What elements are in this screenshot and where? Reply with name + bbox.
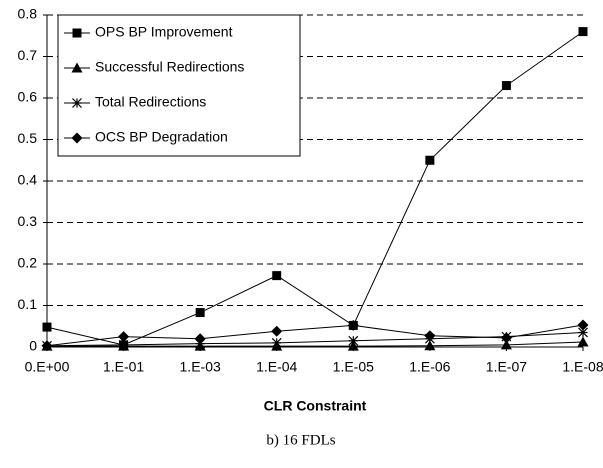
- marker: [118, 340, 129, 350]
- x-tick-label: 1.E-03: [180, 359, 221, 375]
- x-tick-label: 0.E+00: [25, 359, 70, 375]
- x-tick-label: 1.E-08: [562, 359, 603, 375]
- y-tick-label: 0.7: [18, 47, 38, 63]
- legend-marker: [71, 62, 83, 73]
- legend-label: Total Redirections: [95, 94, 206, 110]
- marker: [41, 340, 53, 352]
- x-axis-label: CLR Constraint: [264, 398, 367, 414]
- x-tick-label: 1.E-04: [256, 359, 297, 375]
- marker: [194, 333, 206, 345]
- y-tick-label: 0.6: [18, 89, 38, 105]
- y-tick-label: 0.4: [18, 172, 38, 188]
- marker: [118, 331, 130, 343]
- x-tick-label: 1.E-06: [409, 359, 450, 375]
- legend-label: OCS BP Degradation: [95, 129, 228, 145]
- marker: [578, 327, 588, 338]
- y-tick-label: 0.2: [18, 255, 38, 271]
- y-tick-label: 0.5: [18, 130, 38, 146]
- legend-marker: [72, 98, 82, 108]
- marker: [271, 325, 283, 337]
- caption: b) 16 FDLs: [266, 432, 335, 448]
- marker: [195, 308, 205, 318]
- series-line: [46, 31, 584, 346]
- y-tick-label: 0: [29, 338, 37, 354]
- y-tick-label: 0.1: [18, 296, 38, 312]
- legend-label: OPS BP Improvement: [95, 24, 233, 40]
- marker: [501, 81, 511, 91]
- marker: [578, 27, 588, 37]
- x-tick-label: 1.E-05: [333, 359, 374, 375]
- marker: [500, 332, 512, 344]
- marker: [577, 319, 589, 331]
- legend-marker: [72, 28, 82, 38]
- marker: [500, 339, 512, 350]
- marker: [348, 335, 359, 346]
- marker: [577, 336, 589, 347]
- marker: [425, 155, 435, 165]
- marker: [42, 322, 52, 332]
- series-line: [46, 331, 584, 347]
- legend-box: [57, 14, 301, 157]
- marker: [271, 337, 282, 348]
- y-tick-label: 0.8: [18, 6, 38, 22]
- marker: [424, 340, 436, 351]
- series-line: [47, 341, 584, 347]
- marker: [347, 340, 359, 351]
- y-tick-label: 0.3: [18, 213, 38, 229]
- x-tick-label: 1.E-01: [103, 359, 144, 375]
- marker: [424, 330, 436, 342]
- series-line: [46, 324, 584, 347]
- legend-label: Successful Redirections: [95, 59, 244, 75]
- marker: [272, 271, 282, 281]
- marker: [347, 319, 359, 331]
- legend-marker: [71, 132, 83, 144]
- x-tick-label: 1.E-07: [486, 359, 527, 375]
